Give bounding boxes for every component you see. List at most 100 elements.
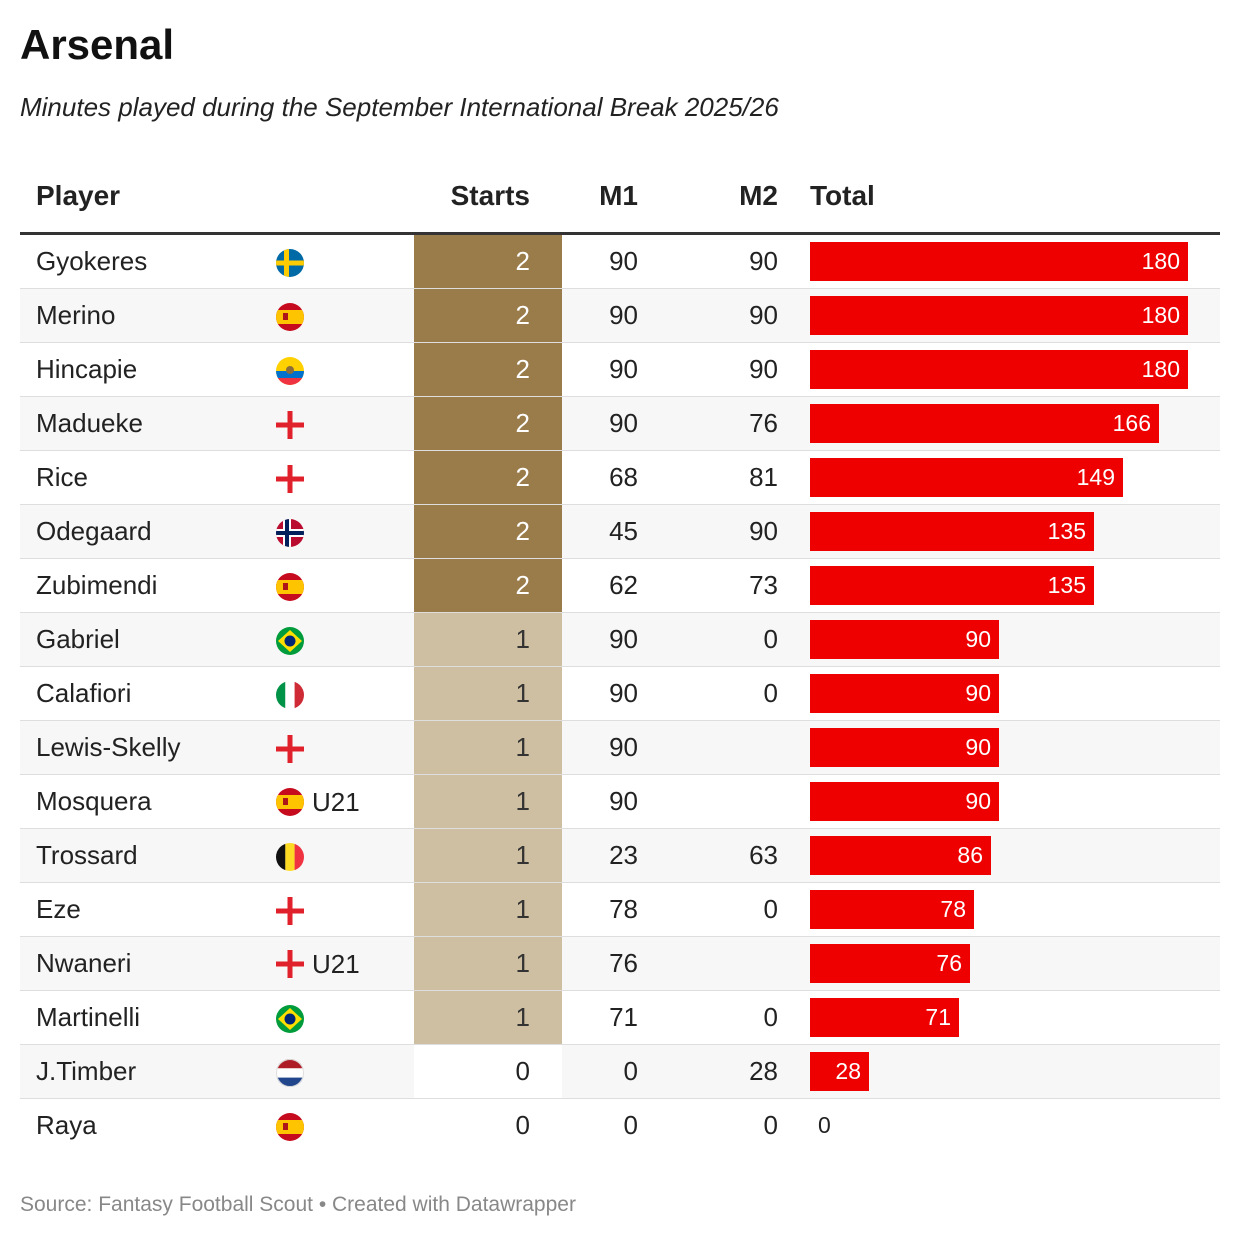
sweden-flag-icon [276,249,304,278]
total-bar [810,674,999,713]
total-bar [810,566,1094,605]
total-bar [810,350,1188,389]
table-row: Raya 0 0 0 0 [20,1098,1220,1153]
total-cell: 0 [810,1099,1220,1153]
nation-cell: U21 [276,936,414,991]
m1-cell: 90 [562,720,670,775]
m2-cell: 90 [670,342,810,397]
table-row: Lewis-Skelly 1 90 90 [20,720,1220,775]
column-header-starts[interactable]: Starts [414,160,562,235]
player-name: Eze [20,882,276,937]
total-bar [810,458,1123,497]
column-header-total[interactable]: Total [810,160,1220,235]
column-header-m2[interactable]: M2 [670,160,810,235]
total-bar-label: 166 [1112,410,1151,436]
starts-cell: 2 [414,558,562,613]
m1-cell: 76 [562,936,670,991]
column-header-m1[interactable]: M1 [562,160,670,235]
total-bar [810,512,1094,551]
total-cell: 149 [810,450,1220,505]
total-bar-label: 90 [965,734,991,760]
total-cell: 71 [810,990,1220,1045]
m1-cell: 90 [562,233,670,289]
player-name: Martinelli [20,990,276,1045]
total-cell: 78 [810,882,1220,937]
m2-cell: 81 [670,450,810,505]
player-name: Odegaard [20,504,276,559]
m2-cell: 90 [670,288,810,343]
spain-flag-icon [276,573,304,602]
total-bar [810,1052,869,1091]
column-header-flag [276,160,414,235]
spain-flag-icon [276,303,304,332]
chart-title: Arsenal [20,21,175,68]
nation-cell [276,990,414,1045]
m1-cell: 90 [562,288,670,343]
table-row: Trossard 1 23 63 86 [20,828,1220,883]
chart-subtitle: Minutes played during the September Inte… [20,92,779,122]
total-cell: 135 [810,504,1220,559]
m2-cell [670,936,810,991]
m1-cell: 62 [562,558,670,613]
total-cell: 135 [810,558,1220,613]
table-header-row: Player Starts M1 M2 Total [20,160,1220,235]
table-body: Gyokeres 2 90 90 180 Merino 2 90 90 180 Hincapie 2 9… [20,233,1220,1153]
total-bar-label: 71 [925,1004,951,1030]
m2-cell: 0 [670,882,810,937]
total-cell: 28 [810,1044,1220,1099]
total-cell: 180 [810,342,1220,397]
table-row: Nwaneri U21 1 76 76 [20,936,1220,991]
m2-cell [670,720,810,775]
age-group-tag: U21 [312,786,360,817]
player-name: Rice [20,450,276,505]
total-bar [810,620,999,659]
m1-cell: 90 [562,774,670,829]
total-cell: 180 [810,288,1220,343]
source-note: Source: Fantasy Football Scout • Created… [20,1193,576,1216]
starts-cell: 0 [414,1098,562,1152]
m2-cell [670,774,810,829]
m2-cell: 0 [763,1110,778,1140]
total-cell: 76 [810,936,1220,991]
column-header-player[interactable]: Player [20,160,276,235]
total-bar [810,944,970,983]
starts-cell: 1 [414,990,562,1045]
italy-flag-icon [276,681,304,710]
norway-flag-icon [276,519,304,548]
nation-cell [276,342,414,397]
starts-cell: 1 [414,720,562,775]
table-row: Merino 2 90 90 180 [20,288,1220,343]
total-bar [810,728,999,767]
table-row: Gabriel 1 90 0 90 [20,612,1220,667]
table-row: Martinelli 1 71 0 71 [20,990,1220,1045]
table-row: Zubimendi 2 62 73 135 [20,558,1220,613]
table-row: Eze 1 78 0 78 [20,882,1220,937]
starts-cell: 2 [414,233,562,289]
starts-cell: 0 [414,1044,562,1099]
nation-cell [276,288,414,343]
total-bar [810,836,991,875]
starts-cell: 2 [414,504,562,559]
total-cell: 90 [810,666,1220,721]
nation-cell [276,450,414,505]
table-row: Odegaard 2 45 90 135 [20,504,1220,559]
nation-cell [276,233,414,289]
age-group-tag: U21 [312,948,360,979]
m2-cell: 90 [670,233,810,289]
starts-cell: 2 [414,342,562,397]
england-flag-icon [276,897,304,926]
brazil-flag-icon [276,1005,304,1034]
nation-cell [276,720,414,775]
starts-cell: 2 [414,288,562,343]
total-cell: 166 [810,396,1220,451]
total-bar [810,296,1188,335]
nation-cell [276,558,414,613]
m1-cell: 90 [562,612,670,667]
total-bar-label: 180 [1141,248,1180,274]
nation-cell [276,504,414,559]
total-bar-label: 86 [957,842,983,868]
m1-cell: 90 [562,396,670,451]
total-bar-label: 90 [965,788,991,814]
total-bar-label: 149 [1076,464,1115,490]
starts-cell: 2 [414,396,562,451]
